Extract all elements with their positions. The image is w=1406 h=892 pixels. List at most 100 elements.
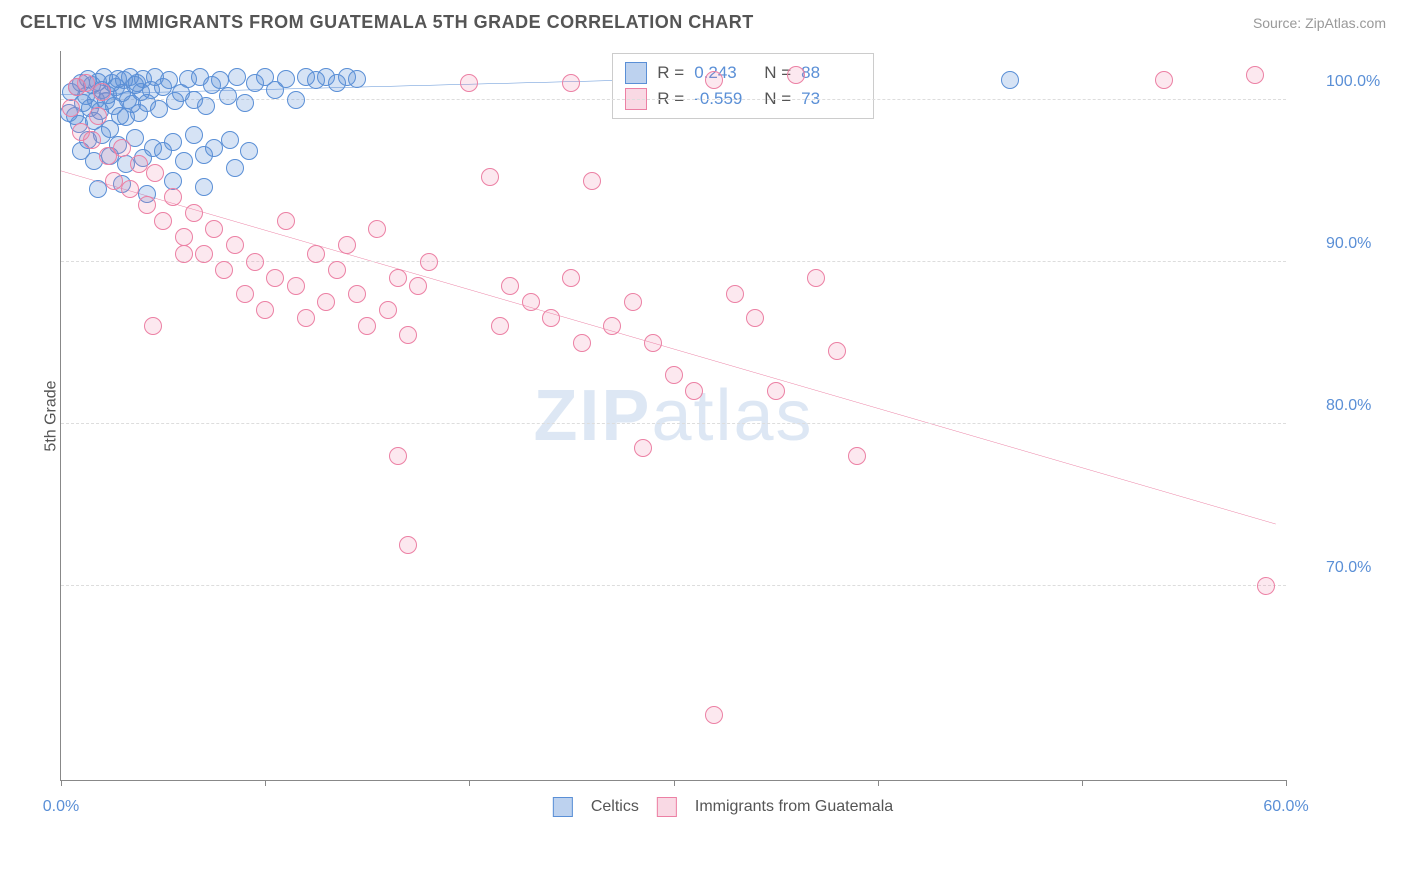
data-point <box>277 212 295 230</box>
legend-swatch <box>553 797 573 817</box>
data-point <box>219 87 237 105</box>
x-tick <box>1286 780 1287 786</box>
data-point <box>215 261 233 279</box>
data-point <box>848 447 866 465</box>
stat-n-value: 88 <box>801 63 861 83</box>
data-point <box>144 317 162 335</box>
data-point <box>105 172 123 190</box>
x-tick <box>674 780 675 786</box>
data-point <box>221 131 239 149</box>
data-point <box>460 74 478 92</box>
y-tick-label: 80.0% <box>1326 397 1371 415</box>
data-point <box>89 107 107 125</box>
data-point <box>240 142 258 160</box>
legend-label: Celtics <box>591 798 639 816</box>
data-point <box>338 236 356 254</box>
data-point <box>77 74 95 92</box>
data-point <box>705 706 723 724</box>
data-point <box>277 70 295 88</box>
data-point <box>583 172 601 190</box>
data-point <box>348 70 366 88</box>
data-point <box>358 317 376 335</box>
data-point <box>317 293 335 311</box>
data-point <box>150 100 168 118</box>
data-point <box>562 269 580 287</box>
data-point <box>130 155 148 173</box>
data-point <box>113 139 131 157</box>
data-point <box>665 366 683 384</box>
data-point <box>197 97 215 115</box>
y-gridline <box>61 423 1286 424</box>
trend-lines <box>61 51 1286 780</box>
legend-swatch <box>657 797 677 817</box>
data-point <box>1246 66 1264 84</box>
y-tick-label: 90.0% <box>1326 235 1371 253</box>
data-point <box>175 152 193 170</box>
y-tick-label: 100.0% <box>1326 73 1380 91</box>
data-point <box>685 382 703 400</box>
trend-line <box>61 171 1276 524</box>
data-point <box>746 309 764 327</box>
y-tick-label: 70.0% <box>1326 559 1371 577</box>
data-point <box>522 293 540 311</box>
data-point <box>266 269 284 287</box>
data-point <box>1257 577 1275 595</box>
data-point <box>205 220 223 238</box>
data-point <box>379 301 397 319</box>
y-gridline <box>61 585 1286 586</box>
data-point <box>287 91 305 109</box>
chart-title: CELTIC VS IMMIGRANTS FROM GUATEMALA 5TH … <box>20 12 754 33</box>
data-point <box>307 245 325 263</box>
data-point <box>726 285 744 303</box>
data-point <box>256 301 274 319</box>
data-point <box>195 178 213 196</box>
series-legend: CelticsImmigrants from Guatemala <box>553 797 893 817</box>
data-point <box>164 188 182 206</box>
data-point <box>154 212 172 230</box>
data-point <box>236 94 254 112</box>
data-point <box>644 334 662 352</box>
x-tick-label: 0.0% <box>43 798 79 816</box>
chart-source: Source: ZipAtlas.com <box>1253 15 1386 31</box>
data-point <box>348 285 366 303</box>
data-point <box>501 277 519 295</box>
data-point <box>562 74 580 92</box>
data-point <box>1001 71 1019 89</box>
data-point <box>185 204 203 222</box>
data-point <box>787 66 805 84</box>
data-point <box>368 220 386 238</box>
data-point <box>83 131 101 149</box>
legend-swatch <box>625 62 647 84</box>
stats-legend-row: R =0.243N =88 <box>625 60 861 86</box>
data-point <box>185 126 203 144</box>
data-point <box>246 253 264 271</box>
x-tick-label: 60.0% <box>1263 798 1308 816</box>
data-point <box>62 99 80 117</box>
data-point <box>287 277 305 295</box>
data-point <box>634 439 652 457</box>
data-point <box>491 317 509 335</box>
data-point <box>205 139 223 157</box>
data-point <box>175 245 193 263</box>
stat-r-label: R = <box>657 63 684 83</box>
data-point <box>767 382 785 400</box>
data-point <box>89 180 107 198</box>
x-tick <box>265 780 266 786</box>
data-point <box>228 68 246 86</box>
data-point <box>409 277 427 295</box>
data-point <box>226 236 244 254</box>
x-tick <box>61 780 62 786</box>
data-point <box>226 159 244 177</box>
chart-header: CELTIC VS IMMIGRANTS FROM GUATEMALA 5TH … <box>0 0 1406 41</box>
data-point <box>328 261 346 279</box>
data-point <box>399 536 417 554</box>
data-point <box>542 309 560 327</box>
data-point <box>195 245 213 263</box>
plot-area: 5th Grade ZIPatlas R =0.243N =88R =-0.55… <box>60 51 1286 781</box>
data-point <box>93 83 111 101</box>
data-point <box>481 168 499 186</box>
chart-container: 5th Grade ZIPatlas R =0.243N =88R =-0.55… <box>60 41 1386 821</box>
data-point <box>236 285 254 303</box>
data-point <box>603 317 621 335</box>
x-tick <box>878 780 879 786</box>
